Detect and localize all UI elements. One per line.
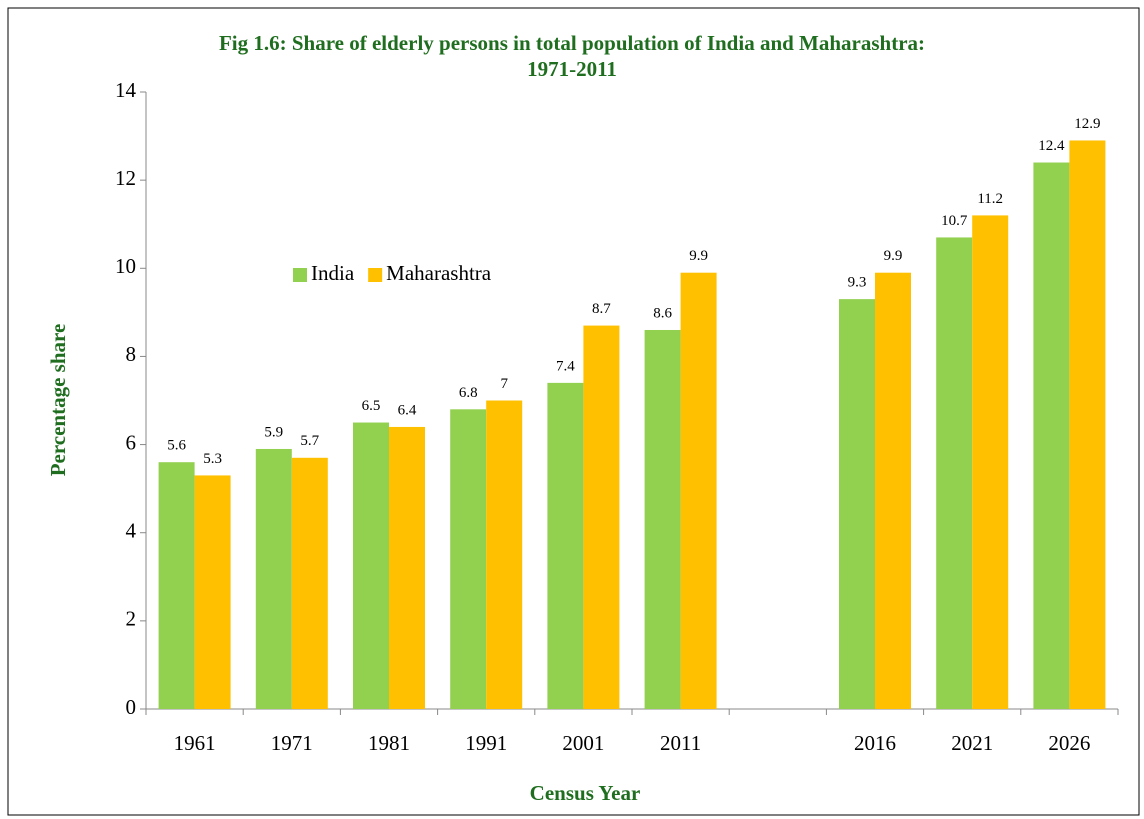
x-axis-label: Census Year [530,781,641,805]
data-label: 7.4 [556,358,575,374]
bar [839,299,875,709]
bar [644,329,681,709]
x-tick-label: 2026 [1048,731,1090,755]
legend-swatch [368,268,383,282]
bar [194,475,231,709]
x-tick-label: 2011 [660,731,701,755]
data-label: 12.4 [1038,138,1065,154]
data-label: 5.9 [264,424,283,440]
data-label: 8.7 [592,301,611,317]
bar [291,457,328,709]
bar [547,382,584,709]
y-tick-label: 8 [126,342,137,366]
y-tick-label: 10 [115,254,136,278]
bar [353,422,389,709]
data-label: 9.9 [884,248,903,264]
data-label: 7 [500,376,508,392]
bar [255,448,292,709]
data-label: 11.2 [977,191,1003,207]
chart-title: Fig 1.6: Share of elderly persons in tot… [218,31,926,81]
bar [486,400,523,709]
x-tick-label: 1971 [271,731,313,755]
bar [583,325,620,709]
y-tick-label: 0 [126,695,137,719]
bar [936,237,973,709]
frame [7,7,1140,816]
x-tick-label: 1991 [465,731,507,755]
bar [1069,140,1106,709]
y-tick-label: 6 [126,430,137,454]
bar [972,215,1009,709]
data-label: 5.6 [167,438,186,454]
data-label: 9.9 [689,248,708,264]
legend-label: Maharashtra [386,261,492,285]
data-label: 8.6 [653,305,672,321]
bar [450,409,487,709]
y-tick-label: 12 [115,166,136,190]
x-tick-label: 1981 [368,731,410,755]
y-tick-label: 14 [115,78,137,102]
data-label: 6.4 [398,402,417,418]
data-label: 6.5 [362,398,381,414]
legend-label: India [311,261,355,285]
legend-swatch [293,268,307,282]
data-label: 12.9 [1074,116,1100,132]
data-label: 5.3 [203,451,222,467]
data-label: 9.3 [848,275,867,291]
x-tick-label: 1961 [174,731,216,755]
bar [389,426,425,709]
y-axis-label: Percentage share [46,324,70,477]
x-tick-label: 2021 [951,731,993,755]
data-label: 5.7 [300,433,319,449]
data-label: 10.7 [941,213,968,229]
bar [680,272,717,709]
bar [1033,162,1070,709]
bar [875,272,911,709]
y-tick-label: 4 [126,519,137,543]
x-tick-label: 2001 [562,731,604,755]
data-label: 6.8 [459,385,478,401]
bar [158,462,195,709]
x-tick-label: 2016 [854,731,896,755]
y-tick-label: 2 [126,607,137,631]
